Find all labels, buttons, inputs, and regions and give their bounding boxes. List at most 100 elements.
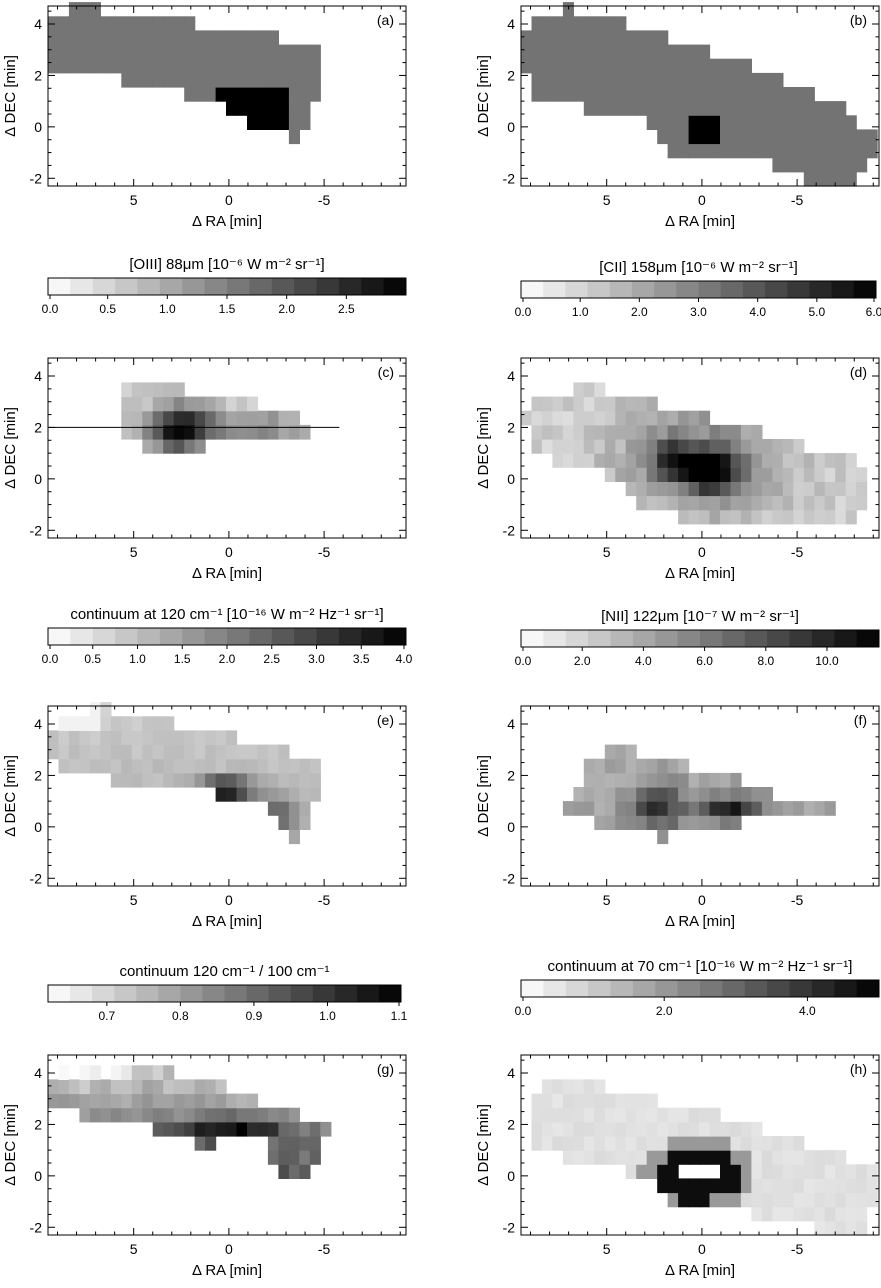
map-pixel bbox=[782, 87, 794, 102]
map-pixel bbox=[541, 1079, 553, 1095]
map-pixel bbox=[79, 744, 91, 760]
map-pixel bbox=[625, 30, 637, 46]
map-pixel bbox=[688, 44, 700, 60]
map-pixel bbox=[761, 439, 773, 454]
map-pixel bbox=[615, 101, 627, 116]
map-pixel bbox=[615, 787, 627, 802]
map-pixel bbox=[552, 1093, 564, 1109]
map-pixel bbox=[184, 424, 196, 440]
map-pixel bbox=[194, 396, 206, 412]
map-pixel bbox=[803, 115, 815, 130]
map-pixel bbox=[604, 1121, 616, 1137]
colorbar-step bbox=[92, 985, 115, 1002]
map-pixel bbox=[636, 1107, 648, 1123]
map-pixel bbox=[761, 509, 773, 525]
map-pixel bbox=[845, 453, 857, 468]
map-pixel bbox=[615, 1107, 627, 1123]
map-pixel bbox=[184, 1107, 196, 1123]
map-pixel bbox=[625, 87, 637, 102]
map-pixel bbox=[751, 495, 763, 511]
map-pixel bbox=[720, 453, 732, 468]
map-pixel bbox=[824, 509, 836, 525]
map-pixel bbox=[184, 730, 196, 746]
map-pixel bbox=[236, 744, 248, 760]
map-pixel bbox=[761, 1150, 773, 1165]
map-pixel bbox=[688, 495, 700, 511]
map-pixel bbox=[58, 744, 70, 760]
map-pixel bbox=[646, 58, 658, 74]
map-pixel bbox=[604, 772, 616, 788]
colorbar-tick-label: 4.0 bbox=[635, 654, 652, 668]
map-pixel bbox=[730, 129, 742, 145]
x-axis-label: Δ RA [min] bbox=[665, 213, 735, 230]
map-pixel bbox=[699, 509, 711, 525]
map-pixel bbox=[793, 1164, 805, 1179]
colorbar-title: continuum at 120 cm⁻¹ [10⁻¹⁶ W m⁻² Hz⁻¹ … bbox=[70, 606, 383, 623]
colorbar-step bbox=[227, 278, 250, 295]
map-pixel bbox=[288, 87, 300, 102]
map-pixel bbox=[562, 72, 574, 88]
map-pixel bbox=[552, 1107, 564, 1123]
map-pixel bbox=[625, 1136, 637, 1151]
colorbar-step bbox=[588, 630, 611, 647]
map-pixel bbox=[636, 772, 648, 788]
colorbar-step bbox=[246, 985, 270, 1002]
map-pixel bbox=[615, 467, 627, 482]
colorbar-step bbox=[383, 628, 407, 645]
map-pixel bbox=[803, 87, 815, 102]
map-pixel bbox=[678, 129, 690, 145]
map-pixel bbox=[615, 44, 627, 60]
map-pixel bbox=[604, 1093, 616, 1109]
map-pixel bbox=[824, 1164, 836, 1179]
map-pixel bbox=[667, 58, 679, 74]
map-pixel bbox=[824, 143, 836, 159]
map-pixel bbox=[772, 143, 784, 159]
map-pixel bbox=[751, 787, 763, 802]
map-pixel bbox=[562, 16, 574, 31]
map-pixel bbox=[583, 787, 595, 802]
map-pixel bbox=[688, 509, 700, 525]
map-pixel bbox=[678, 410, 690, 426]
map-pixel bbox=[173, 758, 185, 774]
map-pixel bbox=[184, 1093, 196, 1109]
map-pixel bbox=[541, 58, 553, 74]
y-tick-label: 2 bbox=[507, 1116, 515, 1132]
map-pixel bbox=[573, 410, 585, 426]
map-pixel bbox=[226, 1093, 238, 1109]
map-pixel bbox=[267, 1136, 279, 1151]
map-pixel bbox=[121, 716, 133, 731]
map-pixel bbox=[688, 772, 700, 788]
map-pixel bbox=[247, 424, 259, 440]
colorbar-step bbox=[809, 281, 832, 298]
map-pixel bbox=[89, 30, 101, 46]
colorbar-step bbox=[180, 985, 203, 1002]
map-pixel bbox=[625, 815, 637, 830]
x-tick-label: 5 bbox=[130, 192, 138, 208]
x-tick-label: 5 bbox=[130, 1241, 138, 1257]
map-pixel bbox=[678, 467, 690, 482]
colorbar-title: [OIII] 88μm [10⁻⁶ W m⁻² sr⁻¹] bbox=[129, 256, 324, 273]
colorbar-tick-label: 2.0 bbox=[574, 654, 591, 668]
x-tick-label: 0 bbox=[225, 892, 233, 908]
panel-frame-d: 5 0 -5 -2 0 2 4 (d) Δ RA [min] Δ DEC [min] bbox=[475, 357, 880, 582]
map-pixel bbox=[678, 87, 690, 102]
map-pixel bbox=[709, 1121, 721, 1137]
map-pixel bbox=[803, 1164, 815, 1179]
map-pixel bbox=[604, 30, 616, 46]
map-pixel bbox=[782, 467, 794, 482]
map-pixel bbox=[226, 396, 238, 412]
map-pixel bbox=[720, 509, 732, 525]
map-pixel bbox=[594, 439, 606, 454]
map-pixel bbox=[267, 787, 279, 802]
map-pixel bbox=[845, 157, 857, 173]
colorbar-step bbox=[856, 980, 880, 997]
map-pixel bbox=[856, 467, 868, 482]
colorbar-step bbox=[48, 628, 71, 645]
map-pixel bbox=[615, 30, 627, 46]
colorbar-step bbox=[48, 278, 71, 295]
map-pixel bbox=[562, 1079, 574, 1095]
map-pixel bbox=[646, 1150, 658, 1165]
map-pixel bbox=[772, 481, 784, 497]
colorbar-title: [NII] 122μm [10⁻⁷ W m⁻² sr⁻¹] bbox=[601, 608, 799, 625]
map-pixel bbox=[152, 1093, 164, 1109]
